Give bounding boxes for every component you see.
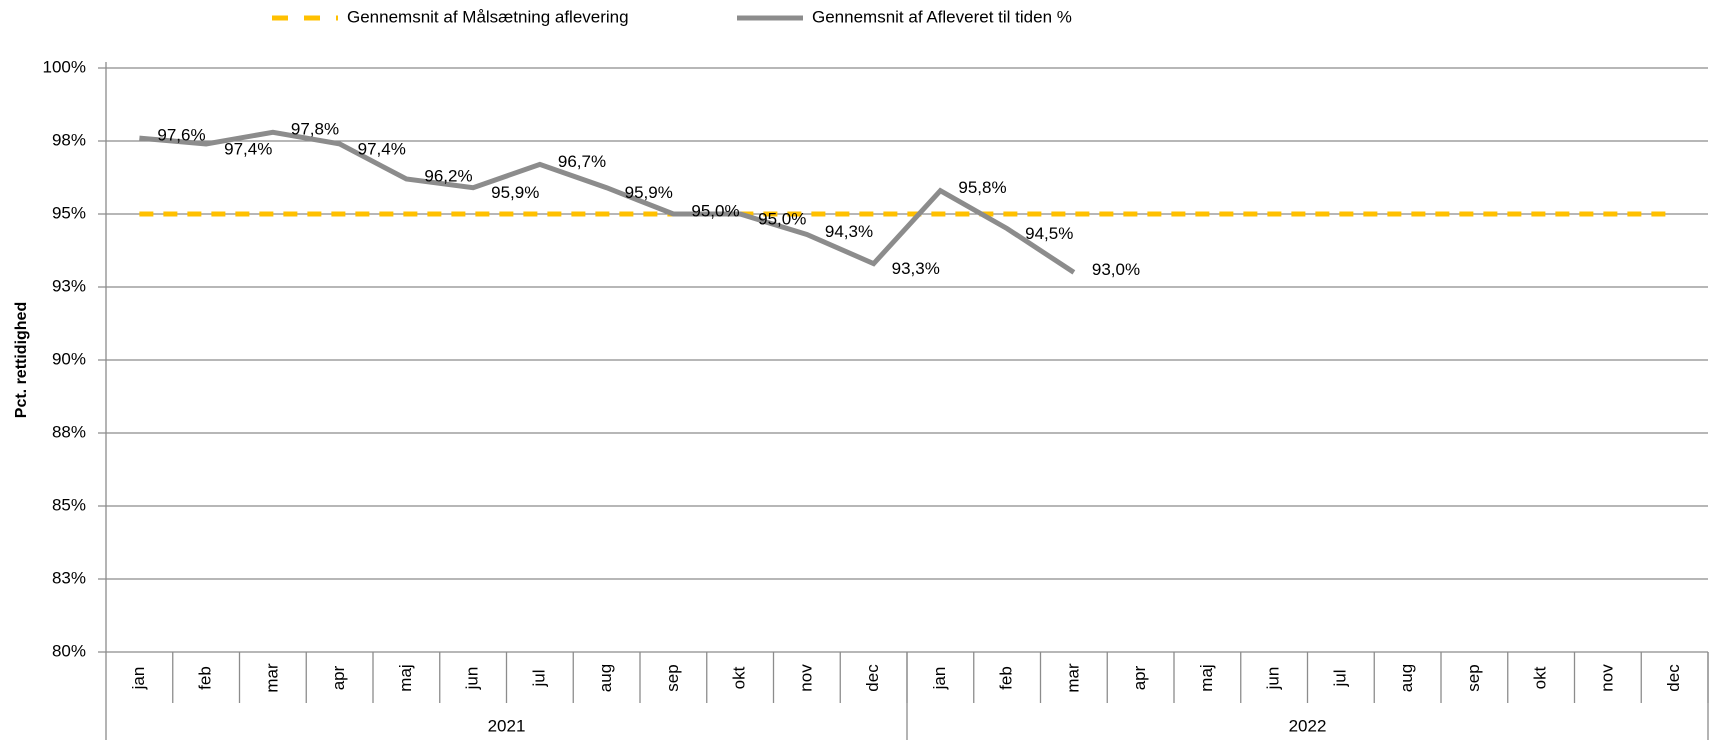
x-tick-label: jun bbox=[463, 667, 482, 691]
data-label: 96,7% bbox=[558, 152, 606, 171]
x-tick-label: sep bbox=[1464, 664, 1483, 691]
x-tick-label: feb bbox=[196, 666, 215, 690]
data-label: 93,3% bbox=[892, 259, 940, 278]
group-label: 2021 bbox=[488, 716, 526, 735]
x-tick-label: mar bbox=[262, 663, 281, 693]
data-label: 97,4% bbox=[224, 139, 272, 158]
data-label: 95,9% bbox=[491, 183, 539, 202]
x-tick-label: mar bbox=[1063, 663, 1082, 693]
y-tick-label: 90% bbox=[52, 349, 86, 368]
x-tick-label: jan bbox=[930, 667, 949, 691]
x-tick-label: maj bbox=[396, 664, 415, 691]
x-tick-label: jun bbox=[1264, 667, 1283, 691]
data-label: 94,5% bbox=[1025, 224, 1073, 243]
y-tick-label: 93% bbox=[52, 276, 86, 295]
legend-label: Gennemsnit af Målsætning aflevering bbox=[347, 7, 629, 26]
x-tick-label: jul bbox=[1330, 669, 1349, 687]
x-tick-label: aug bbox=[1397, 664, 1416, 692]
x-tick-label: jul bbox=[529, 669, 548, 687]
series-line bbox=[139, 129, 1076, 275]
x-tick-label: nov bbox=[1597, 664, 1616, 692]
data-label: 95,0% bbox=[758, 209, 806, 228]
x-tick-label: nov bbox=[796, 664, 815, 692]
x-tick-label: jan bbox=[129, 667, 148, 691]
data-label: 95,8% bbox=[958, 178, 1006, 197]
x-tick-label: apr bbox=[1130, 665, 1149, 690]
x-tick-label: okt bbox=[730, 666, 749, 689]
x-tick-label: dec bbox=[863, 664, 882, 692]
data-label: 95,9% bbox=[625, 183, 673, 202]
y-tick-label: 83% bbox=[52, 568, 86, 587]
y-tick-label: 98% bbox=[52, 130, 86, 149]
x-tick-label: maj bbox=[1197, 664, 1216, 691]
x-tick-label: apr bbox=[329, 665, 348, 690]
x-tick-label: aug bbox=[596, 664, 615, 692]
data-label: 97,4% bbox=[358, 139, 406, 158]
y-tick-label: 95% bbox=[52, 203, 86, 222]
x-tick-label: sep bbox=[663, 664, 682, 691]
data-label: 93,0% bbox=[1092, 260, 1140, 279]
x-tick-label: feb bbox=[997, 666, 1016, 690]
data-label: 97,6% bbox=[157, 126, 205, 145]
data-label: 94,3% bbox=[825, 222, 873, 241]
y-tick-label: 85% bbox=[52, 495, 86, 514]
data-label: 97,8% bbox=[291, 120, 339, 139]
y-tick-label: 80% bbox=[52, 641, 86, 660]
y-tick-label: 100% bbox=[43, 57, 86, 76]
y-tick-label: 88% bbox=[52, 422, 86, 441]
group-label: 2022 bbox=[1289, 716, 1327, 735]
y-axis-title: Pct. rettidighed bbox=[13, 302, 30, 418]
x-tick-label: okt bbox=[1531, 666, 1550, 689]
x-tick-label: dec bbox=[1664, 664, 1683, 692]
legend-label: Gennemsnit af Afleveret til tiden % bbox=[812, 7, 1072, 26]
data-label: 95,0% bbox=[691, 201, 739, 220]
data-label: 96,2% bbox=[424, 166, 472, 185]
